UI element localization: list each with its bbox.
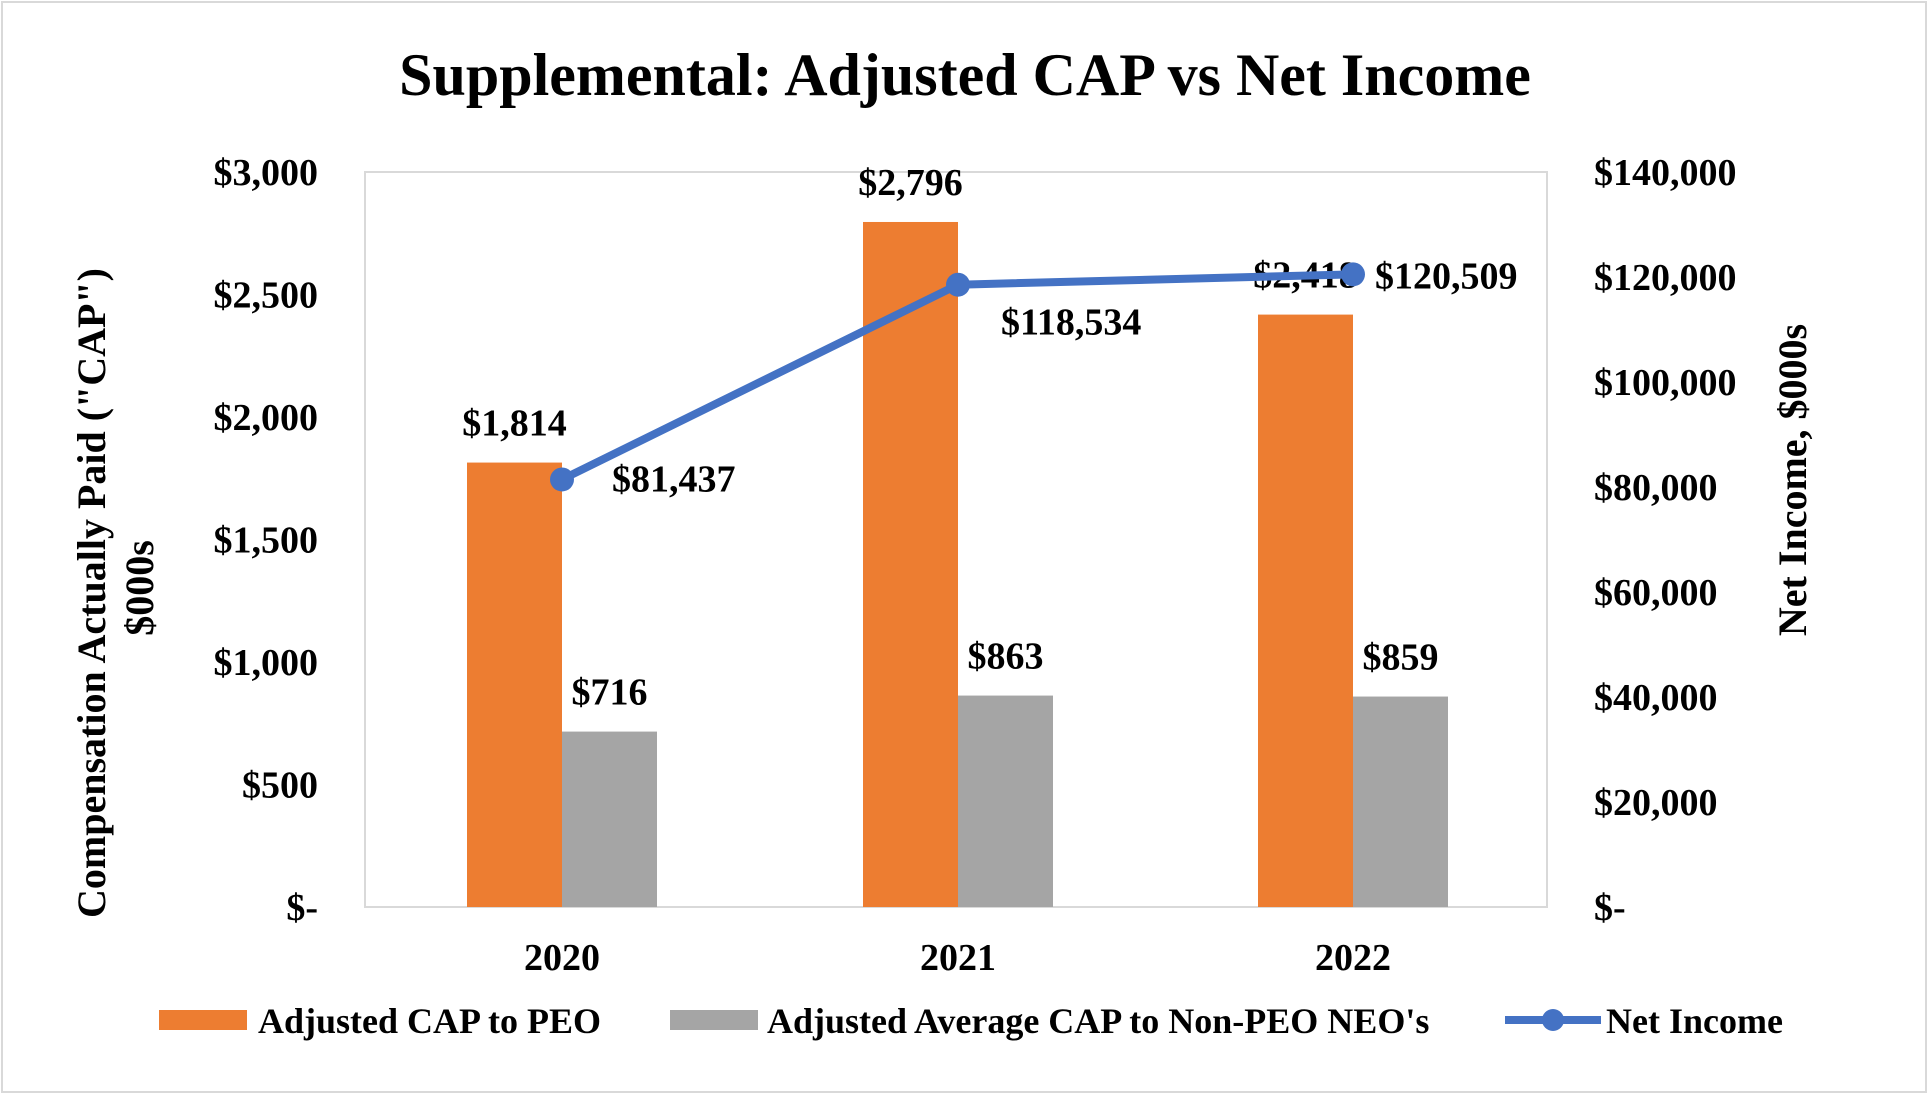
y2-tick-label: $60,000: [1594, 572, 1718, 614]
y-tick-label: $2,000: [214, 397, 319, 439]
net-income-point-2021: [946, 272, 970, 297]
y-tick-label: $500: [242, 765, 318, 807]
y-tick-label: $-: [286, 887, 318, 929]
y2-tick-label: $120,000: [1594, 257, 1737, 299]
net-income-label-2020: $81,437: [612, 458, 736, 500]
net-income-line-group: $81,437 $118,534 $120,509: [550, 255, 1518, 500]
non-peo-bar-label-2022: $859: [1363, 637, 1439, 679]
legend-non-peo-swatch: [670, 1010, 758, 1030]
peo-bar-2021: [863, 221, 958, 908]
y-tick-label: $1,500: [214, 520, 319, 562]
x-axis-labels: 2020 2021 2022: [524, 937, 1391, 979]
y2-tick-label: $20,000: [1594, 782, 1718, 824]
y-tick-label: $2,500: [214, 275, 319, 317]
legend: Adjusted CAP to PEO Adjusted Average CAP …: [159, 1001, 1783, 1041]
legend-peo-swatch: [159, 1010, 247, 1030]
non-peo-bar-label-2021: $863: [968, 636, 1044, 678]
non-peo-bar-2020: [562, 731, 657, 907]
legend-net-income-label: Net Income: [1606, 1001, 1783, 1041]
peo-bar-label-2021: $2,796: [858, 162, 963, 204]
y-axis-label-line-1: Compensation Actually Paid ("CAP"): [69, 268, 114, 918]
x-tick-label-2021: 2021: [920, 937, 996, 979]
y2-axis-label: Net Income, $000s: [1770, 324, 1815, 636]
chart-title: Supplemental: Adjusted CAP vs Net Income: [399, 42, 1531, 108]
y-tick-label: $3,000: [214, 152, 319, 194]
legend-peo-label: Adjusted CAP to PEO: [258, 1001, 601, 1041]
y2-tick-label: $80,000: [1594, 467, 1718, 509]
y2-tick-label: $40,000: [1594, 677, 1718, 719]
net-income-point-2020: [550, 467, 574, 492]
y-tick-label: $1,000: [214, 642, 319, 684]
net-income-point-2022: [1341, 262, 1365, 287]
y2-tick-label: $100,000: [1594, 362, 1737, 404]
peo-bar-2020: [467, 462, 562, 907]
peo-bar-label-2020: $1,814: [462, 403, 567, 445]
peo-bar-2022: [1258, 314, 1353, 908]
net-income-label-2022: $120,509: [1375, 255, 1518, 297]
legend-non-peo-label: Adjusted Average CAP to Non-PEO NEO's: [767, 1001, 1429, 1041]
y2-axis-ticks: $- $20,000 $40,000 $60,000 $80,000 $100,000 $1…: [1594, 152, 1737, 929]
non-peo-bar-2021: [958, 695, 1053, 907]
y2-tick-label: $140,000: [1594, 152, 1737, 194]
x-tick-label-2020: 2020: [524, 937, 600, 979]
non-peo-bar-2022: [1353, 696, 1448, 907]
legend-net-income-swatch-marker: [1542, 1009, 1564, 1031]
net-income-label-2021: $118,534: [1001, 302, 1141, 344]
y-axis-label: Compensation Actually Paid ("CAP") $000s: [69, 258, 162, 918]
y-axis-label-line-2: $000s: [117, 540, 162, 636]
y2-tick-label: $-: [1594, 887, 1626, 929]
y-axis-ticks: $- $500 $1,000 $1,500 $2,000 $2,500 $3,000: [214, 152, 319, 929]
non-peo-bar-label-2020: $716: [572, 672, 648, 714]
bars-group: $1,814$2,796$2,418$716$863 $859: [462, 162, 1448, 908]
x-tick-label-2022: 2022: [1315, 937, 1391, 979]
